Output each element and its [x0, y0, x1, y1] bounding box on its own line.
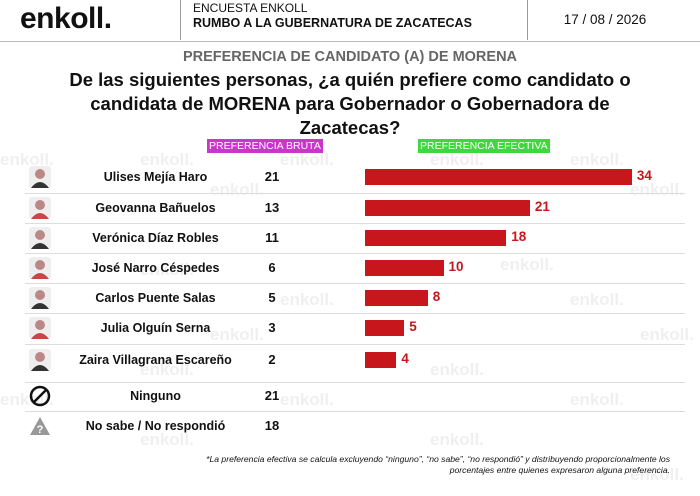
raw-value: 11 — [265, 230, 279, 245]
survey-name: ENCUESTA ENKOLL — [193, 1, 308, 15]
candidate-name: Verónica Díaz Robles — [92, 230, 219, 245]
raw-value: 13 — [264, 200, 280, 215]
divider — [0, 41, 700, 42]
question: De las siguientes personas, ¿a quién pre… — [69, 69, 631, 138]
value-label: 4 — [401, 351, 409, 366]
watermark: enkoll. — [500, 255, 554, 274]
candidate-name: José Narro Céspedes — [91, 260, 220, 275]
value-label: 18 — [511, 229, 527, 244]
footnote: *La preferencia efectiva se calcula excl… — [206, 454, 670, 475]
value-label: 10 — [448, 259, 464, 274]
candidate-name: Carlos Puente Salas — [95, 290, 216, 305]
watermark: enkoll. — [210, 180, 264, 199]
raw-value: 21 — [264, 169, 280, 184]
raw-value: 2 — [268, 352, 276, 367]
raw-value: 18 — [264, 418, 280, 433]
watermark: enkoll. — [570, 290, 624, 309]
icon: ? — [30, 417, 50, 436]
icon — [29, 317, 51, 339]
icon — [29, 227, 51, 249]
row-separator — [25, 313, 685, 314]
row-separator — [25, 223, 685, 224]
date: 17 / 08 / 2026 — [563, 12, 647, 27]
raw-value: 3 — [268, 320, 276, 335]
watermark: enkoll. — [210, 325, 264, 344]
bar — [365, 320, 405, 336]
candidate-name: Geovanna Bañuelos — [95, 200, 216, 215]
raw-value: 6 — [268, 260, 276, 275]
candidate-name: No sabe / No respondió — [85, 418, 226, 433]
candidate-name: Zaira Villagrana Escareño — [79, 352, 232, 367]
raw-value: 5 — [268, 290, 276, 305]
bar — [365, 200, 530, 216]
watermark: enkoll. — [140, 150, 194, 169]
watermark: enkoll. — [280, 290, 334, 309]
row-separator — [25, 411, 685, 412]
bar — [365, 352, 397, 368]
bar — [365, 169, 632, 185]
icon — [29, 257, 51, 279]
icon — [29, 197, 51, 219]
candidate-name: Ulises Mejía Haro — [103, 169, 208, 184]
bar — [365, 260, 444, 276]
candidate-name: Ninguno — [130, 388, 181, 403]
divider — [180, 0, 181, 40]
watermark: enkoll. — [140, 260, 194, 279]
row-separator — [25, 253, 685, 254]
watermark: enkoll. — [140, 360, 194, 379]
candidate-name: Julia Olguín Serna — [100, 320, 211, 335]
logo: enkoll. — [20, 2, 112, 35]
value-label: 34 — [636, 168, 652, 183]
divider — [527, 0, 528, 40]
icon — [29, 287, 51, 309]
value-label: 21 — [534, 199, 550, 214]
bar — [365, 290, 428, 306]
row-separator — [25, 283, 685, 284]
watermark: enkoll. — [140, 430, 194, 449]
row-separator — [25, 382, 685, 383]
watermark: enkoll. — [430, 430, 484, 449]
legend-label: PREFERENCIA BRUTA — [207, 139, 323, 153]
svg-text:?: ? — [37, 424, 44, 436]
watermark: enkoll. — [280, 150, 334, 169]
watermark: enkoll. — [630, 465, 684, 484]
watermark: enkoll. — [640, 325, 694, 344]
bar — [365, 230, 507, 246]
row-separator — [25, 344, 685, 345]
value-label: 8 — [432, 289, 441, 304]
legend-label: PREFERENCIA EFECTIVA — [418, 139, 550, 153]
watermark: enkoll. — [630, 180, 684, 199]
section-title: PREFERENCIA DE CANDIDATO (A) DE MORENA — [182, 49, 518, 65]
survey-subtitle: RUMBO A LA GUBERNATURA DE ZACATECAS — [193, 16, 472, 30]
icon — [29, 385, 51, 407]
watermark: enkoll. — [0, 150, 54, 169]
value-label: 5 — [409, 319, 417, 334]
icon — [29, 349, 51, 371]
watermark: enkoll. — [430, 150, 484, 169]
watermark: enkoll. — [430, 360, 484, 379]
icon — [29, 166, 51, 188]
row-separator — [25, 192, 685, 194]
raw-value: 21 — [264, 388, 280, 403]
watermark: enkoll. — [570, 390, 624, 409]
watermark: enkoll. — [570, 150, 624, 169]
watermark: enkoll. — [280, 390, 334, 409]
